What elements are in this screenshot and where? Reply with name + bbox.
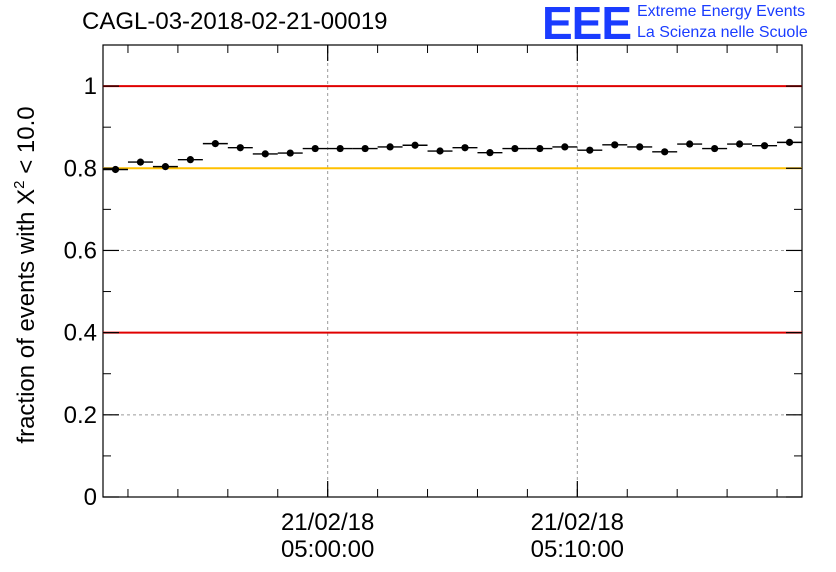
- y-axis-label-suffix: < 10.0: [13, 106, 40, 180]
- data-point: [236, 144, 244, 152]
- data-point: [411, 141, 419, 149]
- data-point: [486, 149, 494, 157]
- x-tick-label-time: 05:00:00: [281, 536, 374, 563]
- data-point: [136, 158, 145, 166]
- logo-line-la-scienza: La Scienza nelle Scuole: [637, 24, 808, 41]
- x-tick-label-date: 21/02/18: [281, 509, 374, 536]
- y-tick-label: 0.2: [64, 402, 97, 429]
- y-tick-label: 0.6: [64, 237, 97, 264]
- y-tick-labels: 0 0.2 0.4 0.6 0.8 1: [64, 73, 97, 511]
- data-point: [161, 163, 170, 171]
- data-point: [461, 144, 469, 152]
- data-series: [103, 138, 802, 174]
- y-tick-label: 0: [84, 484, 97, 511]
- data-point: [785, 138, 794, 146]
- chart-title: CAGL-03-2018-02-21-00019: [82, 8, 388, 35]
- data-point: [611, 141, 619, 149]
- data-point: [311, 144, 319, 153]
- axis-ticks: [103, 44, 802, 498]
- eee-logo-mark: EEE: [542, 0, 632, 49]
- data-point: [711, 144, 719, 153]
- y-tick-label: 1: [84, 73, 97, 100]
- data-point: [111, 165, 120, 174]
- grid-lines: [103, 45, 802, 497]
- data-point: [286, 149, 294, 157]
- data-point: [735, 140, 744, 148]
- data-point: [586, 146, 594, 154]
- data-point: [386, 143, 394, 151]
- data-point: [686, 140, 694, 148]
- reference-lines: [103, 85, 802, 334]
- data-point: [536, 144, 544, 153]
- y-axis-label-superscript: 2: [11, 180, 28, 188]
- x-tick-label-date: 21/02/18: [531, 509, 624, 536]
- data-point: [561, 143, 569, 151]
- logo-line-extreme-energy-events: Extreme Energy Events: [637, 3, 806, 20]
- y-axis-label-symbol: X: [13, 189, 40, 205]
- y-tick-label: 0.4: [64, 320, 97, 347]
- data-point: [661, 148, 669, 156]
- plot-frame: [102, 44, 803, 498]
- data-point: [436, 147, 444, 155]
- data-point: [760, 142, 769, 150]
- y-tick-label: 0.8: [64, 155, 97, 182]
- y-axis-label: fraction of events with X2 < 10.0: [11, 106, 40, 443]
- data-point: [361, 144, 369, 153]
- x-tick-label-time: 05:10:00: [531, 536, 624, 563]
- data-point: [186, 156, 194, 164]
- data-point: [336, 144, 344, 153]
- data-point: [211, 140, 219, 148]
- data-point: [261, 150, 269, 158]
- y-axis-label-prefix: fraction of events with: [13, 205, 40, 444]
- data-point: [511, 144, 519, 153]
- data-point: [636, 143, 644, 151]
